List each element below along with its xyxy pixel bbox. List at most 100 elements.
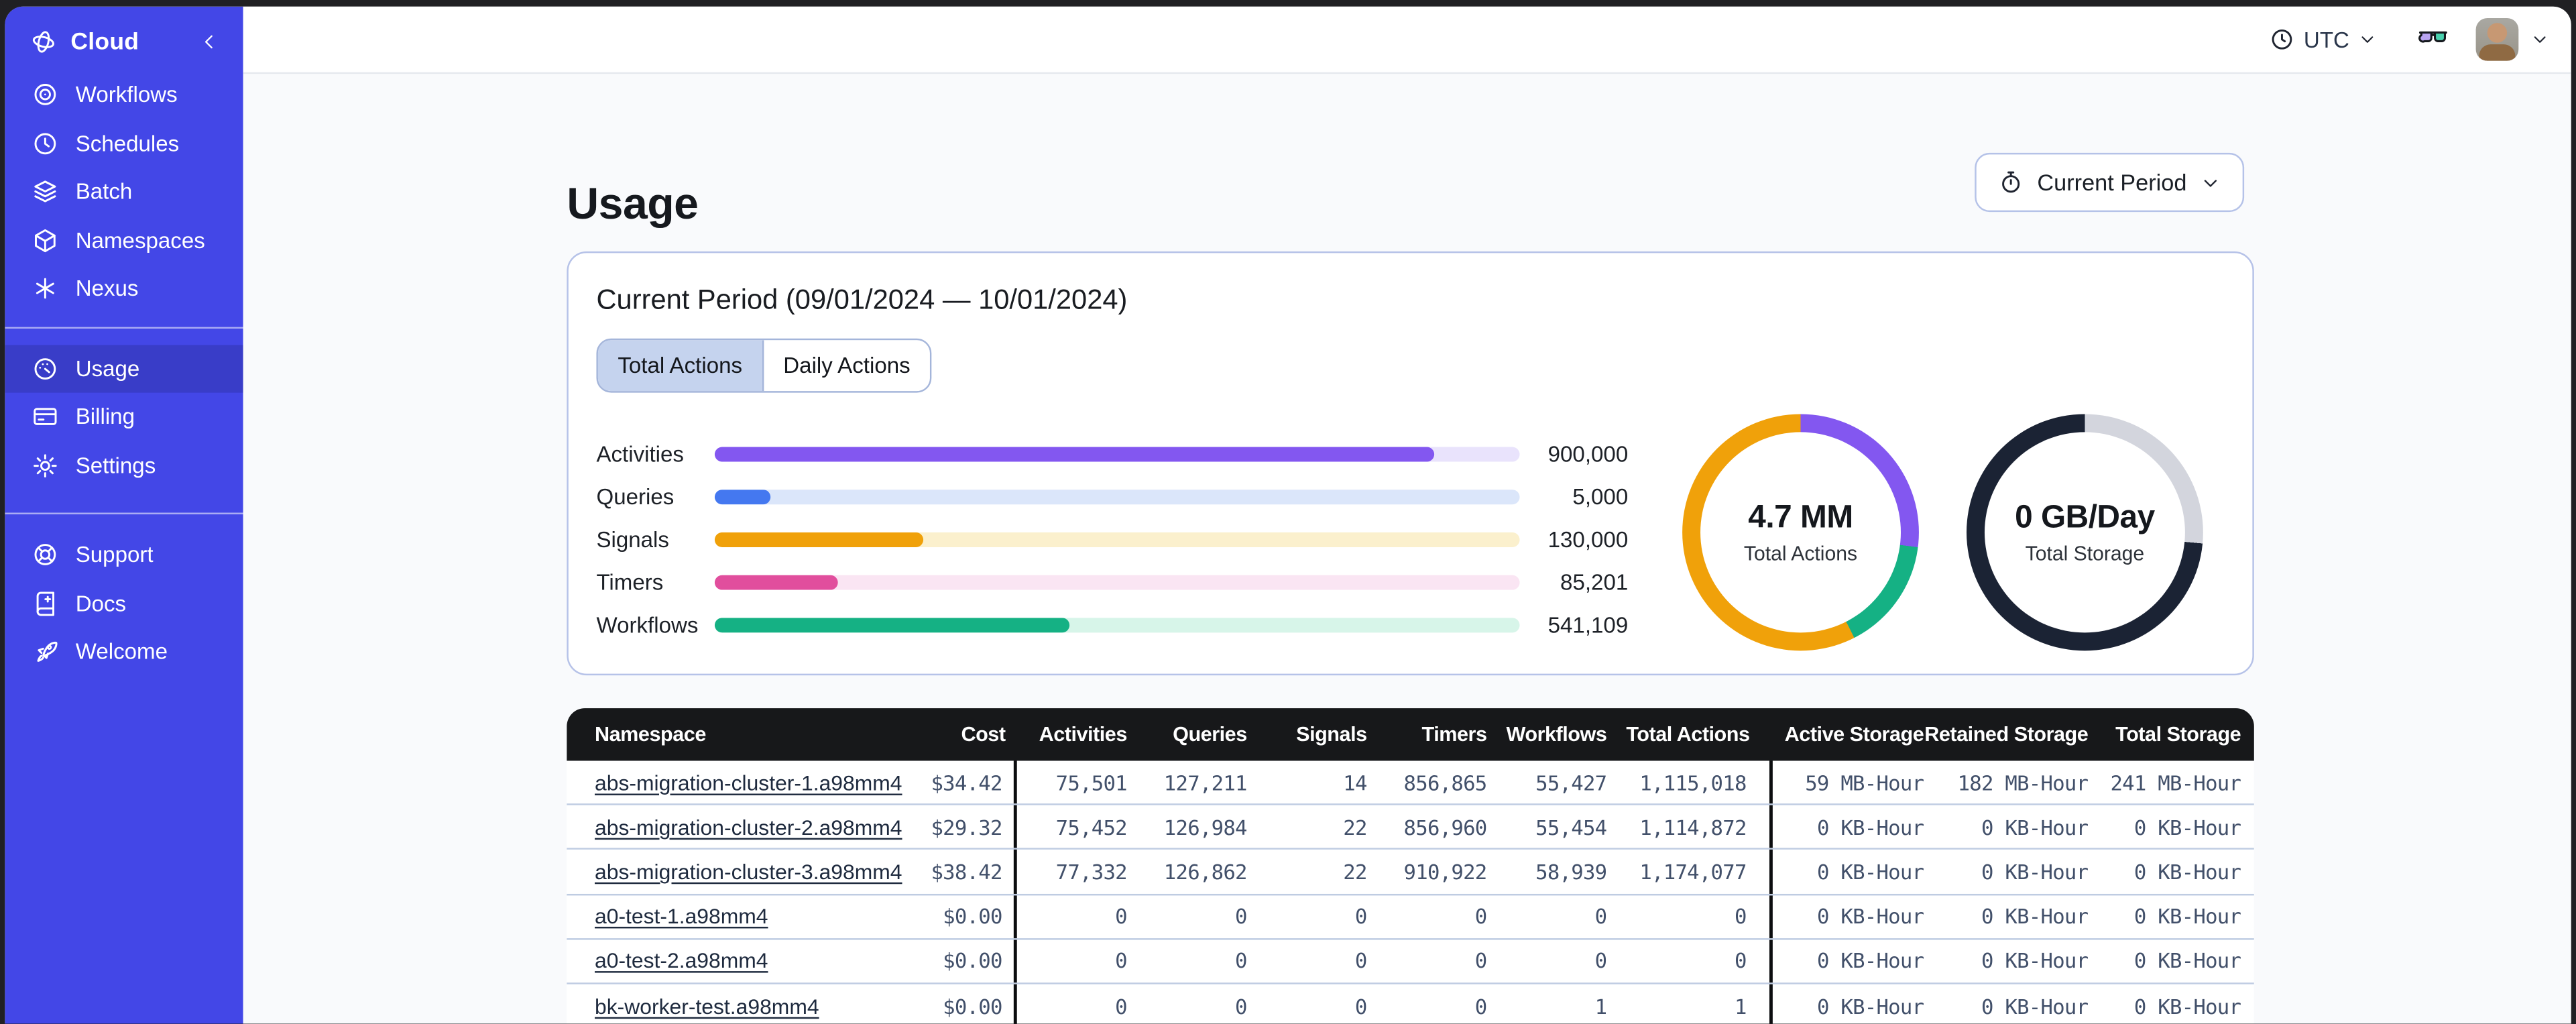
user-menu-chevron-down-icon[interactable] bbox=[2530, 30, 2549, 49]
table-cell: 0 KB-Hour bbox=[2133, 904, 2241, 929]
bar-value: 5,000 bbox=[1572, 483, 1629, 509]
user-avatar[interactable] bbox=[2475, 17, 2519, 61]
namespace-link[interactable]: a0-test-2.a98mm4 bbox=[595, 948, 768, 974]
bar-track bbox=[714, 617, 1520, 632]
table-cell: 77,332 bbox=[1055, 859, 1128, 885]
sidebar-item-label: Usage bbox=[75, 356, 140, 381]
table-cell: 0 bbox=[1354, 993, 1367, 1019]
column-header-signals: Signals bbox=[1296, 723, 1367, 746]
period-selector-label: Current Period bbox=[2037, 169, 2187, 196]
namespace-link[interactable]: bk-worker-test.a98mm4 bbox=[595, 993, 819, 1019]
sidebar-item-nexus[interactable]: Nexus bbox=[5, 264, 243, 312]
namespace-cell: abs-migration-cluster-2.a98mm4 bbox=[567, 805, 912, 848]
bar-category-label: Activities bbox=[596, 441, 684, 466]
table-cell: 241 MB-Hour bbox=[2110, 770, 2241, 795]
sidebar-item-label: Batch bbox=[75, 179, 133, 205]
bar-category-label: Workflows bbox=[596, 612, 699, 637]
chevron-down-icon bbox=[2357, 30, 2377, 49]
sidebar-item-support[interactable]: Support bbox=[5, 530, 243, 579]
table-cell: 126,984 bbox=[1163, 814, 1248, 840]
namespace-link[interactable]: abs-migration-cluster-2.a98mm4 bbox=[595, 814, 902, 840]
table-cell: 0 bbox=[1354, 948, 1367, 974]
namespace-link[interactable]: abs-migration-cluster-1.a98mm4 bbox=[595, 770, 902, 795]
sidebar-item-usage[interactable]: Usage bbox=[5, 344, 243, 393]
table-cell: 0 bbox=[1235, 948, 1247, 974]
namespace-link[interactable]: abs-migration-cluster-3.a98mm4 bbox=[595, 859, 902, 885]
docs-book-icon bbox=[32, 589, 60, 618]
temporal-logo-icon bbox=[30, 28, 58, 56]
namespace-cell: bk-worker-test.a98mm4 bbox=[567, 984, 912, 1024]
page-content: Usage Current Period Current Period (09/… bbox=[243, 74, 2571, 1024]
table-cell: 0 KB-Hour bbox=[2133, 814, 2241, 840]
table-cell: 0 bbox=[1235, 993, 1247, 1019]
sidebar-item-welcome[interactable]: Welcome bbox=[5, 628, 243, 676]
billing-card-icon bbox=[32, 403, 60, 431]
sidebar-item-workflows[interactable]: Workflows bbox=[5, 70, 243, 119]
usage-card-title: Current Period (09/01/2024 — 10/01/2024) bbox=[596, 284, 1128, 316]
sidebar-item-billing[interactable]: Billing bbox=[5, 393, 243, 441]
support-lifebuoy-icon bbox=[32, 541, 60, 569]
sidebar: Cloud Workflows Schedules bbox=[5, 6, 243, 1024]
namespace-cell: a0-test-2.a98mm4 bbox=[567, 940, 912, 982]
collapse-sidebar-icon[interactable] bbox=[196, 28, 224, 56]
table-cell: 0 KB-Hour bbox=[1981, 859, 2089, 885]
table-cell: 0 KB-Hour bbox=[1981, 814, 2089, 840]
bar-track bbox=[714, 488, 1520, 504]
table-cell: 0 bbox=[1474, 904, 1487, 929]
sidebar-item-schedules[interactable]: Schedules bbox=[5, 119, 243, 168]
table-cell: 0 bbox=[1474, 993, 1487, 1019]
tab-daily-actions[interactable]: Daily Actions bbox=[762, 340, 931, 392]
table-cell: 1,174,077 bbox=[1619, 850, 1773, 893]
topbar: UTC bbox=[243, 6, 2571, 74]
column-header-active-storage: Active Storage bbox=[1784, 723, 1924, 746]
bar-fill bbox=[714, 488, 771, 504]
sidebar-item-docs[interactable]: Docs bbox=[5, 579, 243, 628]
bar-category-label: Signals bbox=[596, 526, 669, 552]
table-cell: 0 bbox=[1115, 993, 1127, 1019]
table-cell: 0 KB-Hour bbox=[1816, 948, 1924, 974]
sidebar-item-batch[interactable]: Batch bbox=[5, 168, 243, 216]
column-header-activities: Activities bbox=[1039, 723, 1128, 746]
bar-value: 900,000 bbox=[1547, 441, 1629, 466]
column-header-namespace: Namespace bbox=[595, 723, 706, 746]
period-selector-button[interactable]: Current Period bbox=[1975, 152, 2245, 213]
table-cell: 856,960 bbox=[1403, 814, 1488, 840]
table-cell: $0.00 bbox=[912, 895, 1017, 938]
table-cell: 0 bbox=[1594, 948, 1607, 974]
table-cell: 0 KB-Hour bbox=[1981, 948, 2089, 974]
sidebar-item-label: Support bbox=[75, 543, 154, 567]
table-cell: 1 bbox=[1594, 993, 1607, 1019]
table-cell: 0 KB-Hour bbox=[1816, 814, 1924, 840]
sidebar-divider bbox=[5, 512, 243, 514]
sidebar-nav-primary: Workflows Schedules Batch bbox=[5, 70, 243, 312]
sidebar-item-label: Namespaces bbox=[75, 227, 205, 253]
sidebar-item-settings[interactable]: Settings bbox=[5, 441, 243, 490]
timezone-label: UTC bbox=[2303, 27, 2349, 52]
table-cell: 75,452 bbox=[1055, 814, 1128, 840]
nerdfaces-glasses-icon[interactable] bbox=[2416, 23, 2449, 56]
column-header-timers: Timers bbox=[1421, 723, 1487, 746]
table-cell: 0 KB-Hour bbox=[1816, 859, 1924, 885]
table-cell: 0 bbox=[1619, 939, 1773, 983]
table-cell: 1,115,018 bbox=[1619, 760, 1773, 804]
table-row: abs-migration-cluster-2.a98mm4 $29.32 75,4… bbox=[567, 803, 2254, 849]
table-cell: $34.42 bbox=[912, 760, 1017, 804]
table-cell: 0 KB-Hour bbox=[1816, 993, 1924, 1019]
total-actions-donut-chart: 4.7 MM Total Actions bbox=[1682, 414, 1919, 651]
table-cell: 55,454 bbox=[1535, 814, 1607, 840]
bar-fill bbox=[714, 531, 925, 547]
total-storage-donut-chart: 0 GB/Day Total Storage bbox=[1967, 414, 2203, 651]
tab-total-actions[interactable]: Total Actions bbox=[597, 340, 762, 392]
namespace-link[interactable]: a0-test-1.a98mm4 bbox=[595, 904, 768, 929]
bar-track bbox=[714, 531, 1520, 547]
sidebar-item-namespaces[interactable]: Namespaces bbox=[5, 216, 243, 264]
table-cell: 0 KB-Hour bbox=[2133, 993, 2241, 1019]
timezone-selector[interactable]: UTC bbox=[2269, 26, 2377, 52]
bar-chart-row: Timers 85,201 bbox=[569, 561, 1656, 604]
welcome-rocket-icon bbox=[32, 638, 60, 666]
table-cell: 0 bbox=[1354, 904, 1367, 929]
table-cell: 127,211 bbox=[1163, 770, 1248, 795]
namespace-cell: a0-test-1.a98mm4 bbox=[567, 895, 912, 937]
page-title: Usage bbox=[567, 179, 699, 229]
sidebar-item-label: Schedules bbox=[75, 131, 180, 156]
